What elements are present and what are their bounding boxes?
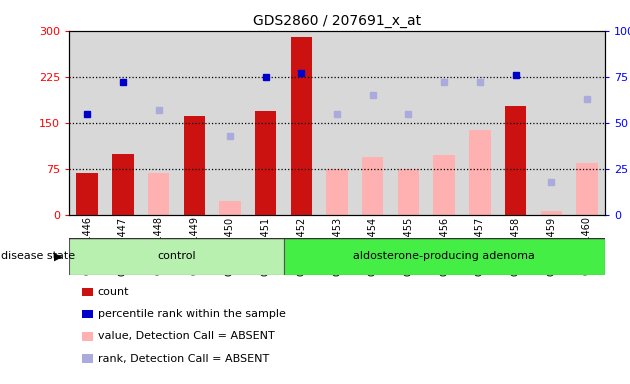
Bar (140, 31, 176, 215)
Bar (176, 31, 212, 215)
Bar (391, 31, 427, 215)
Bar (541, 211, 562, 215)
Text: aldosterone-producing adenoma: aldosterone-producing adenoma (353, 251, 535, 262)
Text: percentile rank within the sample: percentile rank within the sample (98, 309, 285, 319)
Bar (290, 37, 312, 215)
Bar (362, 157, 384, 215)
Bar (148, 173, 169, 215)
Text: ▶: ▶ (54, 251, 63, 262)
Bar (319, 31, 355, 215)
Bar (183, 116, 205, 215)
Bar (112, 154, 134, 215)
Bar (69, 31, 105, 215)
Bar (569, 31, 605, 215)
Bar (69, 238, 284, 275)
Bar (355, 31, 391, 215)
Bar (255, 111, 277, 215)
Bar (284, 31, 319, 215)
Bar (469, 130, 491, 215)
Bar (433, 156, 455, 215)
Bar (212, 31, 248, 215)
Bar (76, 173, 98, 215)
Bar (505, 106, 526, 215)
Bar (326, 169, 348, 215)
Bar (462, 31, 498, 215)
Bar (427, 31, 462, 215)
Bar (576, 163, 598, 215)
Text: rank, Detection Call = ABSENT: rank, Detection Call = ABSENT (98, 354, 269, 364)
Bar (219, 201, 241, 215)
Bar (398, 169, 419, 215)
Text: disease state: disease state (1, 251, 75, 262)
Bar (498, 31, 534, 215)
Bar (284, 238, 605, 275)
Text: value, Detection Call = ABSENT: value, Detection Call = ABSENT (98, 331, 275, 341)
Bar (105, 31, 140, 215)
Text: control: control (157, 251, 196, 262)
Title: GDS2860 / 207691_x_at: GDS2860 / 207691_x_at (253, 14, 421, 28)
Bar (534, 31, 569, 215)
Text: count: count (98, 287, 129, 297)
Bar (248, 31, 284, 215)
